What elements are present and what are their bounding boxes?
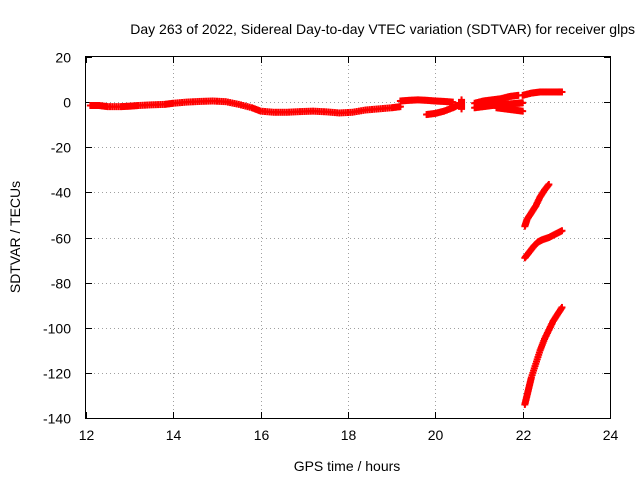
x-tick-label: 22 (516, 427, 532, 443)
y-tick-label: -40 (51, 185, 71, 201)
x-tick-label: 24 (603, 427, 619, 443)
data-point-marker (545, 180, 553, 188)
y-tick-label: 20 (55, 50, 71, 66)
x-tick-label: 20 (428, 427, 444, 443)
y-tick-label: -120 (43, 366, 71, 382)
chart-title: Day 263 of 2022, Sidereal Day-to-day VTE… (130, 21, 635, 37)
data-point-marker (558, 227, 566, 235)
y-tick-labels: 20 0 -20 -40 -60 -80 -100 -120 -140 (43, 50, 71, 427)
y-tick-label: 0 (63, 95, 71, 111)
data-point-marker (558, 303, 566, 311)
y-tick-label: -140 (43, 411, 71, 427)
data-point-marker (519, 99, 527, 107)
data-point-marker (519, 107, 527, 115)
data-point-marker (558, 88, 566, 96)
y-tick-label: -60 (51, 231, 71, 247)
y-tick-label: -20 (51, 140, 71, 156)
x-tick-label: 14 (166, 427, 182, 443)
x-tick-label: 12 (79, 427, 95, 443)
y-tick-label: -80 (51, 276, 71, 292)
x-tick-label: 18 (341, 427, 357, 443)
y-axis-label: SDTVAR / TECUs (7, 181, 23, 293)
data-point-marker (458, 96, 466, 104)
x-tick-label: 16 (254, 427, 270, 443)
x-tick-labels: 12 14 16 18 20 22 24 (79, 427, 619, 443)
y-tick-label: -100 (43, 321, 71, 337)
x-axis-label: GPS time / hours (294, 458, 401, 474)
data-points (86, 88, 566, 408)
plot-frame (85, 56, 611, 419)
